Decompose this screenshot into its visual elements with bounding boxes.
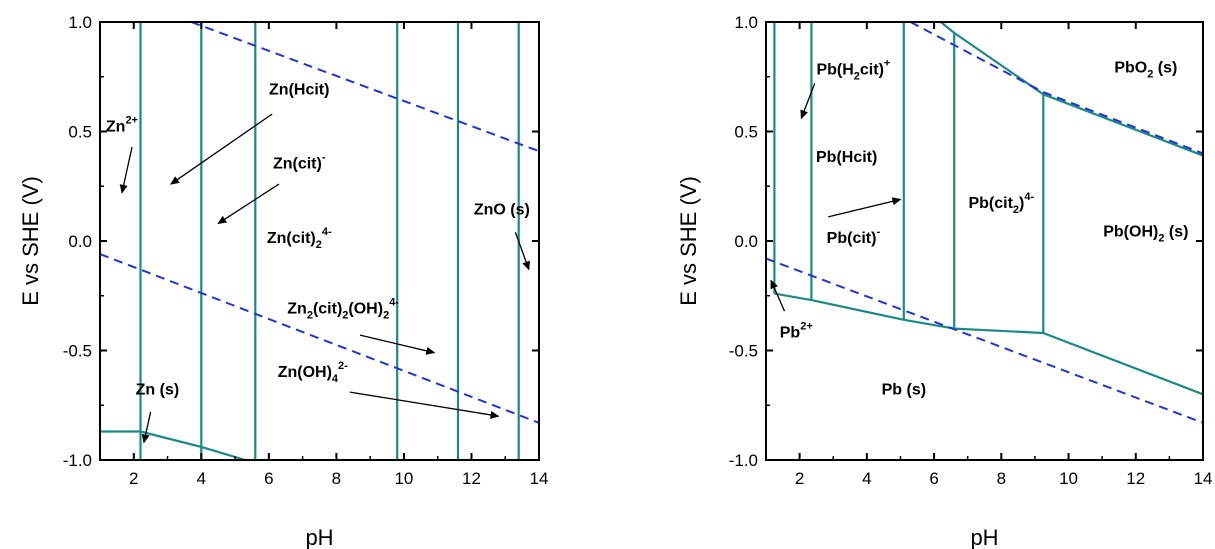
x-tick-label: 12 (1126, 469, 1145, 488)
annotation-arrow (800, 83, 816, 120)
y-tick-label: -0.5 (63, 342, 92, 361)
x-tick-label: 6 (264, 469, 273, 488)
annotation-arrow (359, 334, 436, 355)
water-stability-line (766, 257, 1203, 424)
y-axis-label: E vs SHE (V) (676, 176, 701, 306)
y-tick-label: -0.5 (729, 342, 758, 361)
x-axis-label: pH (970, 525, 998, 549)
y-tick-label: -1.0 (63, 451, 92, 470)
x-axis-label: pH (305, 525, 333, 549)
plot-lines (766, 22, 1203, 424)
y-tick-label: 0.5 (68, 123, 92, 142)
species-label: PbO2 (s) (1114, 59, 1177, 80)
species-label: Zn(cit)- (273, 152, 326, 173)
species-label: ZnO (s) (474, 202, 530, 219)
x-tick-label: 8 (997, 469, 1006, 488)
water-stability-line (190, 22, 539, 153)
x-tick-label: 14 (1194, 469, 1213, 488)
x-tick-label: 2 (129, 469, 138, 488)
y-tick-label: 1.0 (68, 13, 92, 32)
species-label: Zn (s) (136, 381, 180, 398)
species-label: Zn2(cit)2(OH)24- (287, 296, 399, 321)
annotation-arrow (349, 391, 500, 419)
species-label: Pb (s) (882, 381, 926, 398)
y-axis-label: E vs SHE (V) (18, 176, 43, 306)
water-stability-line (910, 22, 1203, 155)
species-label: Pb(cit2)4- (968, 191, 1034, 216)
annotation-arrow (119, 146, 133, 194)
zinc-pourbaix-diagram: 2 4 6 8 10 12 14 -1.0 -0.5 0.0 0.5 1.0 pH E vs SHE (V… (18, 13, 548, 549)
x-tick-label: 10 (394, 469, 413, 488)
x-tick-label: 8 (332, 469, 341, 488)
x-tick-label: 4 (197, 469, 206, 488)
phase-boundary-line (774, 292, 1203, 396)
species-label: Zn(cit)24- (267, 226, 332, 251)
annotation-arrow (170, 113, 273, 185)
species-label: Pb2+ (780, 320, 813, 341)
y-tick-label: 0.0 (734, 232, 758, 251)
lead-pourbaix-diagram: 2 4 6 8 10 12 14 -1.0 -0.5 0.0 0.5 1.0 pH E vs SHE (V… (676, 13, 1212, 549)
y-tick-label: 0.5 (734, 123, 758, 142)
species-label: Zn(Hcit) (269, 81, 329, 98)
y-tick-label: -1.0 (729, 451, 758, 470)
annotation-arrow (217, 183, 280, 225)
species-label: Zn2+ (106, 115, 138, 136)
phase-boundary-line (940, 22, 1203, 157)
species-label: Zn(OH)42- (278, 360, 348, 385)
annotation-arrow (141, 411, 152, 444)
annotation-arrow (770, 279, 786, 312)
species-label: Pb(OH)2 (s) (1103, 224, 1188, 245)
y-tick-label: 1.0 (734, 13, 758, 32)
x-tick-label: 2 (795, 469, 804, 488)
y-tick-label: 0.0 (68, 232, 92, 251)
species-label: Pb(Hcit) (816, 149, 877, 166)
species-label: Pb(H2cit)+ (816, 58, 890, 83)
x-tick-label: 14 (530, 469, 549, 488)
phase-boundary-line (100, 430, 246, 460)
annotation-arrow (514, 232, 530, 271)
x-tick-label: 6 (929, 469, 938, 488)
species-label: Pb(cit)- (827, 226, 881, 247)
x-tick-label: 4 (862, 469, 871, 488)
water-stability-line (100, 253, 539, 424)
x-tick-label: 10 (1059, 469, 1078, 488)
x-tick-label: 12 (462, 469, 481, 488)
annotation-arrow (828, 197, 902, 218)
